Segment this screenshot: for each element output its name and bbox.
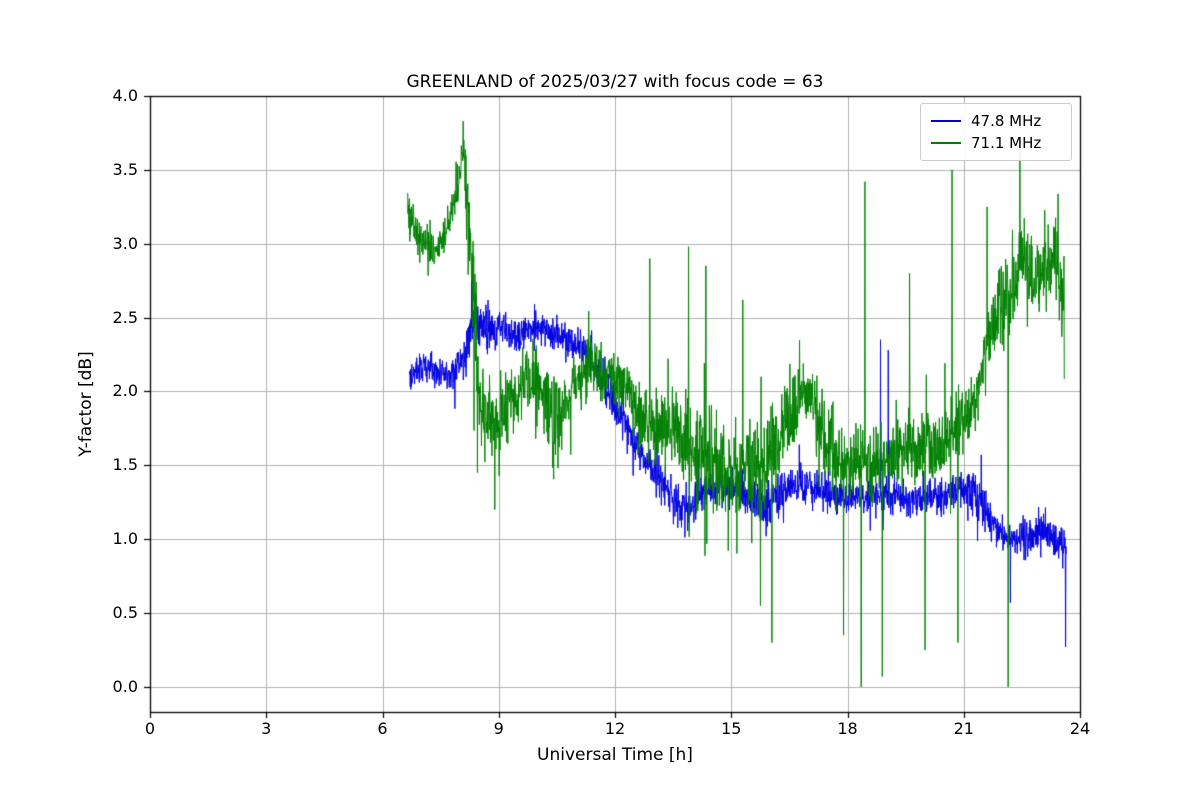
- legend-entry: 71.1 MHz: [929, 132, 1063, 154]
- y-tick-label: 4.0: [112, 86, 138, 105]
- y-axis-label: Y-factor [dB]: [76, 351, 96, 457]
- legend-label: 47.8 MHz: [971, 112, 1042, 130]
- x-tick-label: 18: [837, 719, 858, 738]
- y-tick-label: 0.5: [112, 603, 138, 623]
- x-tick-label: 15: [721, 719, 742, 738]
- legend-label: 71.1 MHz: [971, 134, 1042, 152]
- y-tick-label: 1.0: [112, 529, 138, 549]
- y-tick-label: 2.0: [112, 381, 138, 401]
- x-tick-label: 12: [604, 719, 626, 738]
- y-tick-label: 0.0: [112, 676, 138, 696]
- y-tick-label: 2.5: [112, 307, 138, 327]
- y-tick-label: 3.0: [112, 233, 138, 253]
- y-tick-label: 3.5: [112, 159, 138, 179]
- x-axis-label: Universal Time [h]: [537, 745, 693, 765]
- legend-entry: 47.8 MHz: [929, 110, 1063, 132]
- y-tick-label: 1.5: [112, 455, 138, 475]
- legend-line-sample: [931, 142, 961, 144]
- legend-line-sample: [931, 120, 961, 122]
- x-tick-label: 3: [261, 719, 272, 738]
- x-tick-label: 24: [1069, 719, 1091, 738]
- x-tick-label: 0: [144, 719, 156, 738]
- legend: 47.8 MHz 71.1 MHz: [920, 103, 1072, 161]
- x-tick-label: 21: [953, 719, 974, 738]
- x-tick-label: 9: [493, 719, 504, 738]
- chart-title: GREENLAND of 2025/03/27 with focus code …: [406, 72, 824, 92]
- x-tick-label: 6: [377, 719, 388, 738]
